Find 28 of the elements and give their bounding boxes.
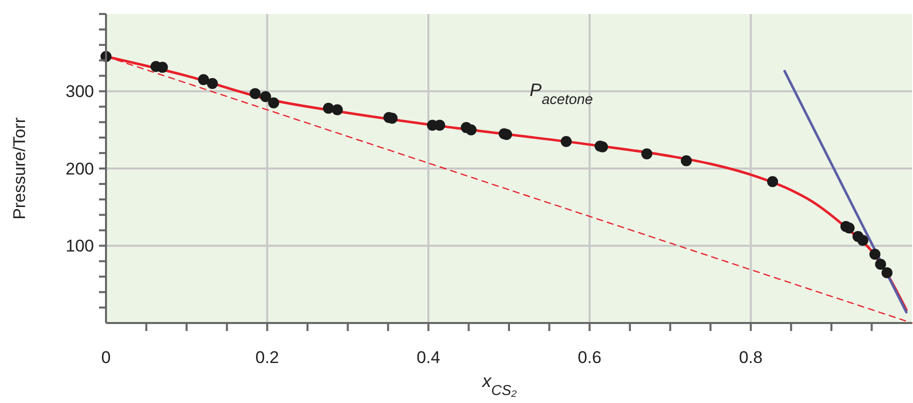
point	[857, 234, 868, 246]
point	[206, 78, 218, 90]
point	[844, 222, 855, 234]
x-axis-title: x$_{CS₂}$	[481, 371, 518, 399]
point	[767, 176, 778, 188]
point	[268, 97, 280, 108]
point	[198, 74, 210, 86]
point	[641, 148, 652, 160]
annotation: P$_{acetone}$	[530, 80, 593, 108]
y-tick-label: 300	[66, 82, 94, 102]
point	[260, 91, 272, 102]
x-tick-label: 0.4	[416, 348, 440, 367]
x-tick-label: 0.2	[255, 348, 280, 367]
point	[466, 124, 477, 136]
point	[332, 104, 343, 116]
point	[680, 155, 692, 166]
point	[869, 248, 880, 260]
point	[250, 88, 261, 100]
x-tick-label: 0.6	[578, 348, 602, 367]
y-tick-label: 100	[66, 236, 94, 256]
point	[882, 267, 893, 278]
point	[875, 258, 886, 270]
point	[560, 136, 572, 147]
point	[322, 102, 334, 114]
y-tick-label: 200	[66, 159, 94, 178]
y-axis-title: Pressure/Torr	[10, 117, 29, 220]
x-tick-label: 0.8	[738, 348, 763, 367]
x-tick-label: 0	[101, 348, 111, 367]
